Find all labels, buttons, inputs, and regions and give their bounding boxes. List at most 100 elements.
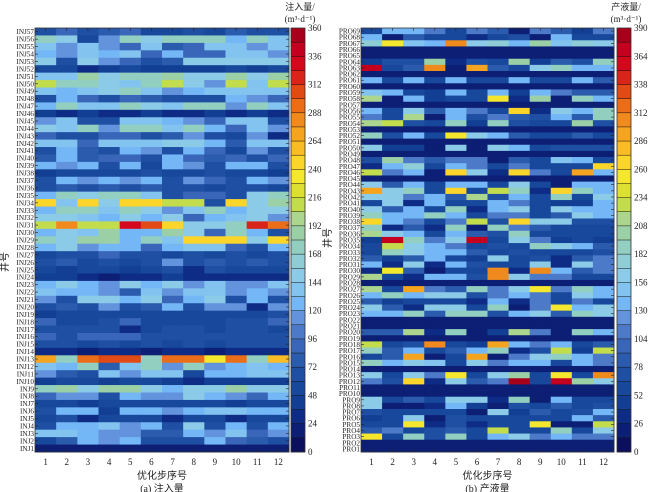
row-label: PRO69 — [339, 28, 361, 36]
heatmap-cell — [592, 353, 615, 361]
colorbar-swatch — [291, 395, 305, 410]
heatmap-cell — [204, 310, 226, 319]
heatmap-cell — [424, 236, 446, 244]
heatmap-cell — [204, 102, 226, 111]
colorbar-swatch — [617, 211, 631, 227]
heatmap-cell — [56, 147, 78, 155]
heatmap-cell — [424, 101, 446, 109]
heatmap-cell — [162, 161, 184, 170]
heatmap-cell — [204, 206, 226, 215]
heatmap-cell — [361, 95, 383, 103]
heatmap-cell — [445, 421, 467, 428]
heatmap-cell — [140, 117, 163, 126]
heatmap-cell — [204, 340, 226, 349]
heatmap-cell — [382, 83, 404, 90]
row-label: INJ39 — [16, 162, 34, 170]
row-label: PRO16 — [339, 353, 361, 361]
heatmap-cell — [77, 288, 99, 297]
heatmap-cell — [466, 150, 488, 158]
heatmap-cell — [529, 187, 552, 195]
row-label: INJ36 — [16, 184, 34, 192]
heatmap-cell — [162, 139, 184, 148]
heatmap-cell — [382, 28, 404, 35]
heatmap-cell — [162, 228, 184, 237]
heatmap-cell — [424, 279, 446, 287]
row-label: PRO28 — [339, 280, 361, 288]
heatmap-cell — [550, 243, 573, 250]
heatmap-cell — [487, 230, 509, 238]
heatmap-cell — [445, 169, 467, 176]
heatmap-cell — [424, 415, 446, 422]
heatmap-cell — [225, 35, 248, 44]
heatmap-cell — [77, 147, 99, 155]
heatmap-cell — [119, 94, 142, 103]
heatmap-cell — [204, 176, 226, 185]
heatmap-cell — [508, 52, 531, 60]
heatmap-cell — [162, 124, 184, 133]
heatmap-cell — [592, 298, 615, 305]
row-label: INJ52 — [16, 65, 34, 73]
colorbar-tick-label: 130 — [634, 306, 648, 316]
heatmap-cell — [56, 80, 78, 88]
heatmap-cell — [183, 117, 205, 126]
heatmap-cell — [571, 77, 594, 84]
heatmap-cell — [361, 181, 383, 189]
heatmap-cell — [424, 433, 446, 441]
heatmap-cell — [382, 439, 404, 447]
heatmap-cell — [225, 414, 248, 423]
heatmap-cell — [98, 191, 121, 200]
heatmap-cell — [529, 114, 552, 121]
heatmap-cell — [403, 187, 425, 195]
heatmap-cell — [267, 213, 290, 222]
colorbar-tick-label: 96 — [308, 334, 318, 344]
heatmap-cell — [403, 34, 425, 41]
heatmap-cell — [225, 437, 248, 445]
heatmap-cell — [267, 72, 290, 81]
heatmap-cell — [162, 429, 184, 438]
heatmap-cell — [424, 304, 446, 312]
heatmap-cell — [592, 169, 615, 176]
heatmap-cell — [246, 340, 269, 349]
heatmap-cell — [571, 34, 594, 41]
heatmap-cell — [529, 107, 552, 115]
heatmap-cell — [267, 94, 290, 103]
heatmap-cell — [403, 77, 425, 84]
row-label: INJ14 — [16, 348, 34, 356]
heatmap-cell — [35, 303, 57, 312]
heatmap-cell — [571, 83, 594, 90]
heatmap-cell — [529, 322, 552, 330]
heatmap-b-ylabel: 井号 — [321, 228, 334, 248]
heatmap-cell — [77, 243, 99, 252]
heatmap-cell — [56, 57, 78, 66]
colorbar-tick-label: 360 — [308, 23, 322, 33]
heatmap-cell — [35, 251, 57, 259]
heatmap-cell — [119, 414, 142, 423]
heatmap-cell — [550, 40, 573, 47]
row-label: INJ43 — [16, 132, 34, 140]
heatmap-cell — [98, 35, 121, 44]
heatmap-cell — [487, 292, 509, 299]
heatmap-cell — [466, 175, 488, 183]
heatmap-cell — [529, 101, 552, 109]
heatmap-cell — [424, 390, 446, 398]
heatmap-cell — [77, 117, 99, 126]
heatmap-cell — [35, 176, 57, 185]
heatmap-cell — [466, 206, 488, 213]
x-tick-label: 4 — [433, 457, 438, 467]
heatmap-cell — [571, 157, 594, 164]
heatmap-cell — [183, 154, 205, 163]
heatmap-cell — [183, 206, 205, 215]
heatmap-cell — [592, 286, 615, 293]
row-label: PRO64 — [339, 58, 361, 66]
heatmap-cell — [571, 89, 594, 96]
heatmap-cell — [382, 34, 404, 41]
heatmap-cell — [98, 139, 121, 148]
colorbar-swatch — [291, 310, 305, 326]
heatmap-cell — [77, 35, 99, 44]
colorbar-tick-label: 72 — [308, 362, 317, 372]
heatmap-cell — [571, 181, 594, 189]
heatmap-cell — [225, 377, 248, 386]
heatmap-cell — [77, 385, 99, 393]
heatmap-cell — [382, 52, 404, 60]
heatmap-cell — [246, 236, 269, 245]
